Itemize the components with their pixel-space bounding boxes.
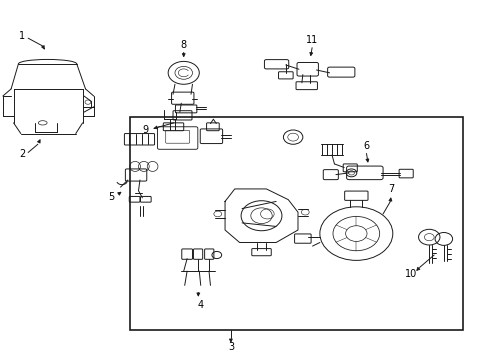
Text: 10: 10 (404, 269, 416, 279)
Text: 4: 4 (197, 300, 203, 310)
Text: 2: 2 (19, 149, 25, 159)
Text: 7: 7 (387, 184, 394, 194)
Text: 1: 1 (19, 31, 25, 41)
Text: 9: 9 (142, 125, 148, 135)
Text: 6: 6 (362, 141, 368, 151)
Text: 3: 3 (227, 342, 233, 352)
Text: 5: 5 (108, 192, 115, 202)
Text: 11: 11 (306, 35, 318, 45)
Bar (130, 117, 462, 330)
Text: 8: 8 (180, 40, 186, 50)
